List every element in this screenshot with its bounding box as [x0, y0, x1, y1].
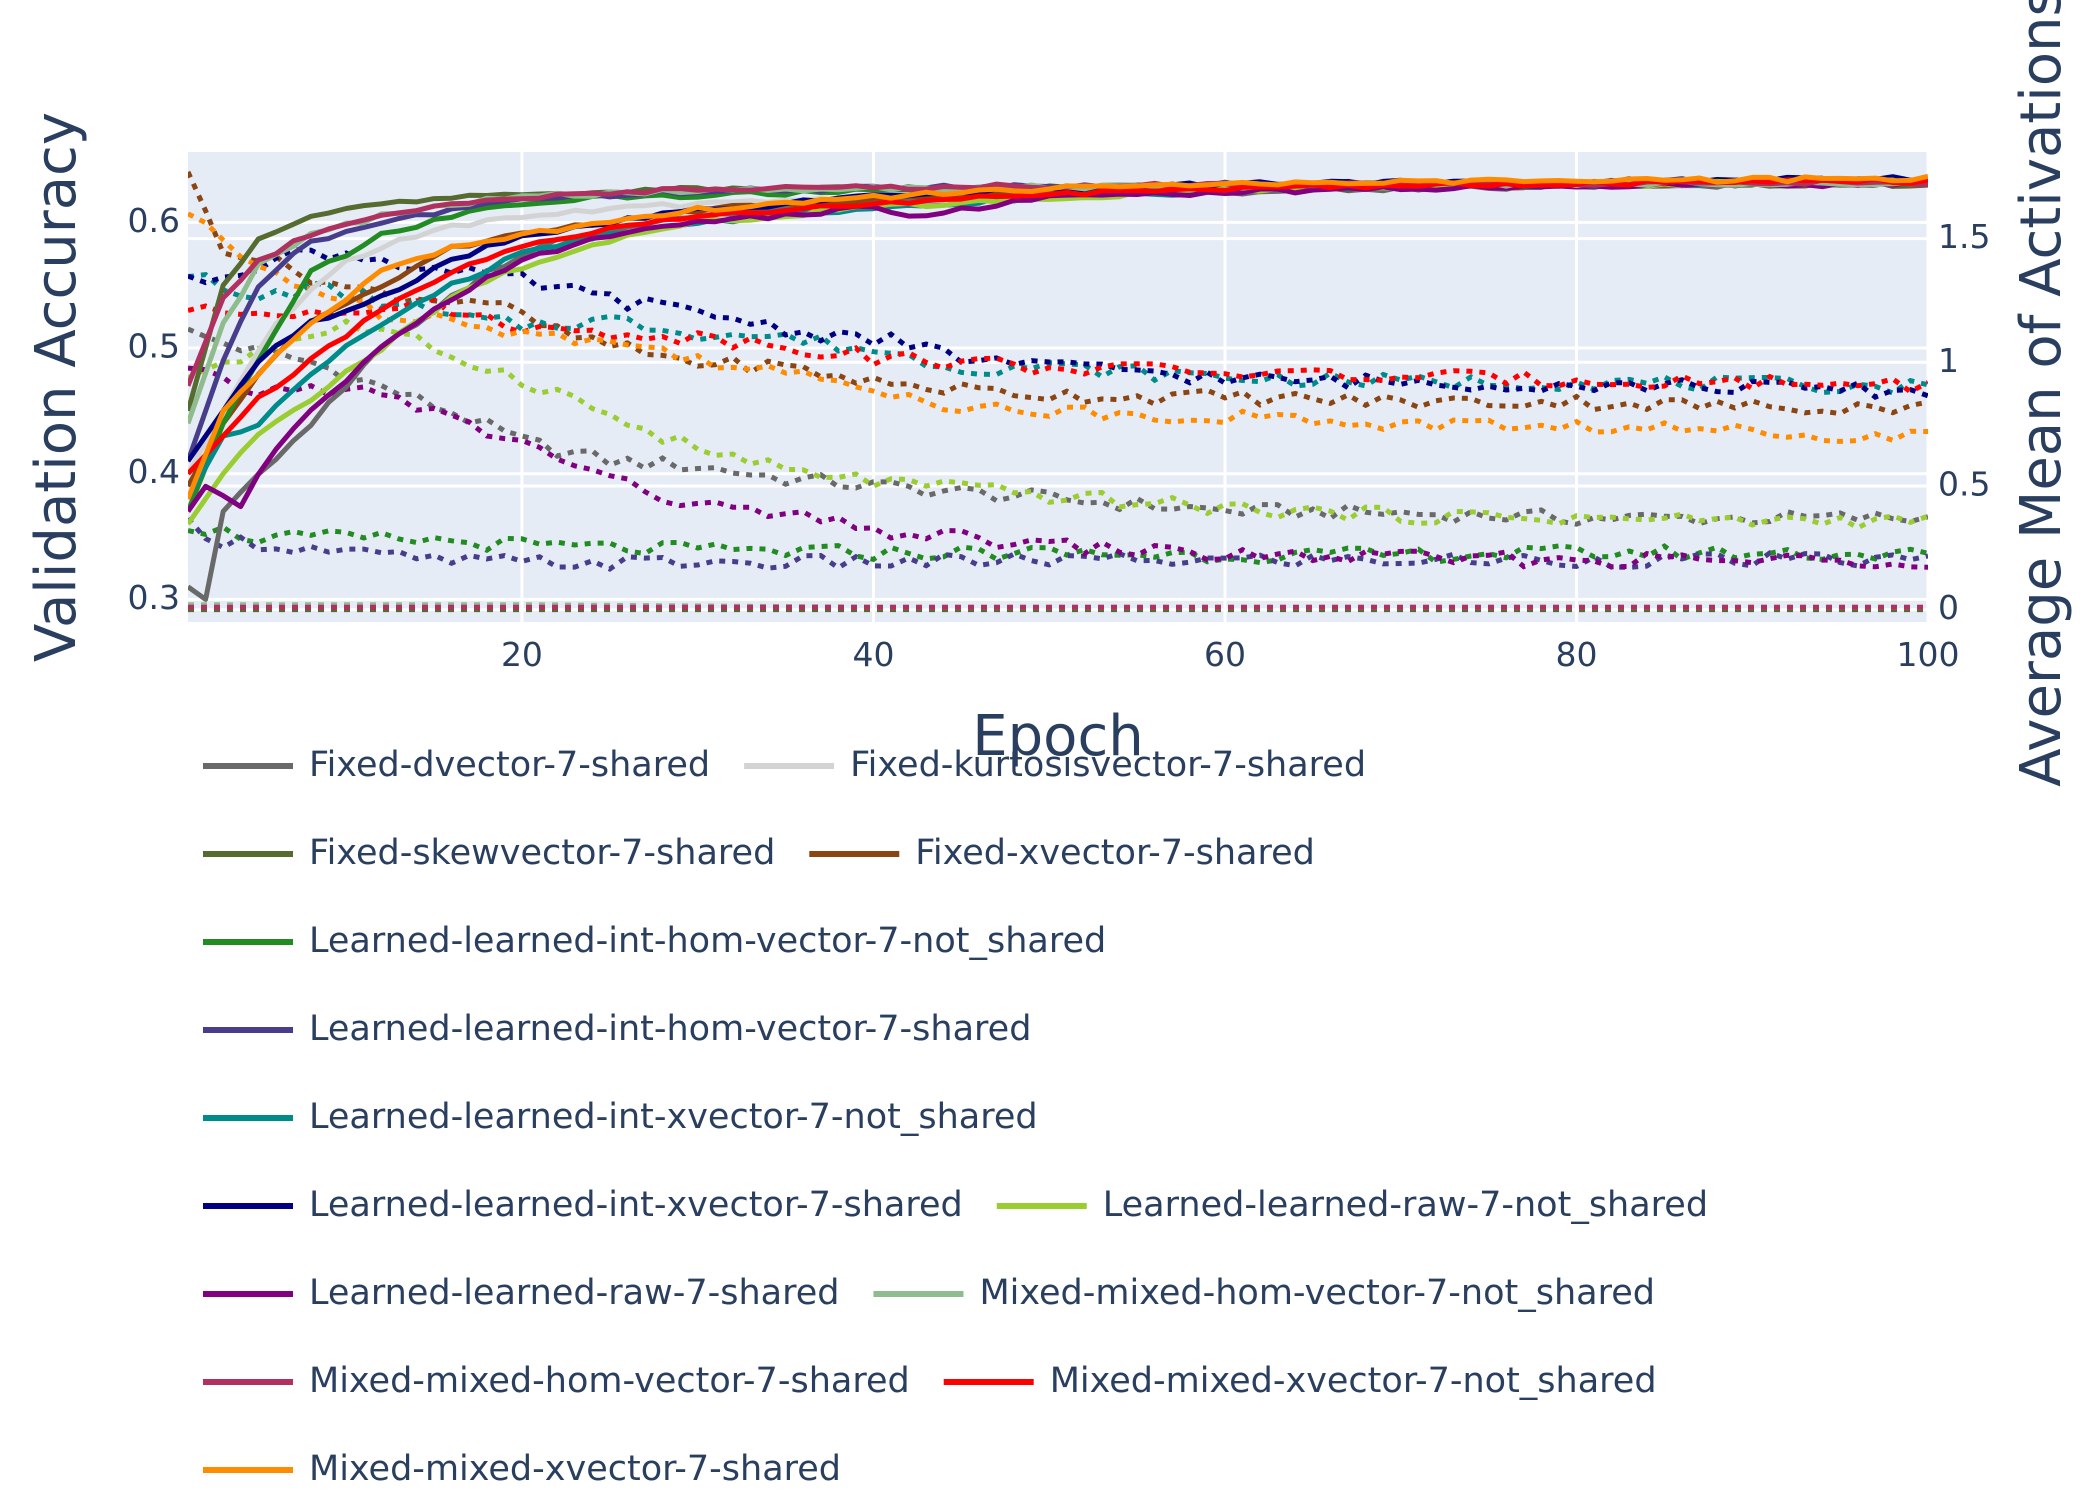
y2-tick-label: 1	[1938, 341, 1959, 380]
legend-label: Fixed-skewvector-7-shared	[309, 833, 775, 873]
legend-label: Mixed-mixed-hom-vector-7-not_shared	[979, 1273, 1655, 1313]
y2-axis-title: Average Mean of Activations	[2009, 0, 2074, 787]
legend-label: Learned-learned-int-xvector-7-shared	[309, 1185, 963, 1225]
legend-item[interactable]: Learned-learned-raw-7-shared	[203, 1273, 839, 1313]
legend-label: Fixed-dvector-7-shared	[309, 745, 710, 785]
legend-label: Fixed-kurtosisvector-7-shared	[850, 745, 1366, 785]
y-tick-label: 0.5	[128, 327, 180, 366]
legend-item[interactable]: Mixed-mixed-xvector-7-not_shared	[943, 1361, 1657, 1401]
accuracy-lines-layer	[188, 173, 1928, 602]
activation-series-line	[188, 170, 1928, 417]
legend-item[interactable]: Learned-learned-int-xvector-7-shared	[203, 1185, 963, 1225]
accuracy-series-line	[188, 173, 1928, 500]
y2-tick-label: 0.5	[1938, 464, 1990, 503]
legend-label: Fixed-xvector-7-shared	[915, 833, 1315, 873]
y-tick-label: 0.3	[128, 578, 180, 617]
y-tick-label: 0.6	[128, 201, 180, 240]
x-tick-label: 60	[1204, 635, 1246, 674]
legend: Fixed-dvector-7-shared Fixed-kurtosisvect…	[203, 745, 1708, 1489]
legend-item[interactable]: Learned-learned-int-hom-vector-7-shared	[203, 1009, 1031, 1049]
legend-item[interactable]: Mixed-mixed-hom-vector-7-shared	[203, 1361, 910, 1401]
legend-label: Learned-learned-raw-7-not_shared	[1103, 1185, 1708, 1225]
legend-label: Learned-learned-int-hom-vector-7-not_sha…	[309, 921, 1106, 961]
x-tick-label: 80	[1555, 635, 1597, 674]
y2-tick-label: 1.5	[1938, 217, 1990, 256]
activation-series-line	[188, 296, 1928, 395]
activation-lines-layer	[188, 170, 1928, 613]
activation-series-line	[188, 211, 1928, 444]
x-axis-title: Epoch	[972, 704, 1143, 769]
legend-label: Learned-learned-int-hom-vector-7-shared	[309, 1009, 1031, 1049]
legend-label: Mixed-mixed-xvector-7-shared	[309, 1449, 841, 1489]
legend-label: Learned-learned-int-xvector-7-not_shared	[309, 1097, 1038, 1137]
x-tick-label: 100	[1897, 635, 1960, 674]
legend-label: Mixed-mixed-xvector-7-not_shared	[1050, 1361, 1657, 1401]
y2-tick-label: 0	[1938, 588, 1959, 627]
tick-layer: 20 40 60 80 100 0.3 0.4 0.5 0.6 0 0.5 1 1.5	[128, 201, 1991, 674]
legend-item[interactable]: Fixed-dvector-7-shared	[203, 745, 710, 785]
activation-series-line	[188, 326, 1928, 527]
legend-item[interactable]: Mixed-mixed-xvector-7-shared	[203, 1449, 841, 1489]
legend-label: Learned-learned-raw-7-shared	[309, 1273, 839, 1313]
legend-item[interactable]: Fixed-xvector-7-shared	[809, 833, 1315, 873]
legend-item[interactable]: Mixed-mixed-hom-vector-7-not_shared	[873, 1273, 1655, 1313]
x-tick-label: 40	[852, 635, 894, 674]
legend-item[interactable]: Learned-learned-raw-7-not_shared	[996, 1185, 1708, 1225]
activation-series-line	[188, 516, 1928, 572]
accuracy-series-line	[188, 176, 1928, 476]
legend-label: Mixed-mixed-hom-vector-7-shared	[309, 1361, 910, 1401]
activation-series-line	[188, 318, 1928, 531]
x-tick-label: 20	[501, 635, 543, 674]
activation-series-line	[188, 524, 1928, 566]
legend-item[interactable]: Learned-learned-int-hom-vector-7-not_sha…	[203, 921, 1106, 961]
activation-series-line	[188, 247, 1928, 400]
legend-item[interactable]: Fixed-skewvector-7-shared	[203, 833, 775, 873]
activation-series-line	[188, 365, 1928, 570]
y-axis-title: Validation Accuracy	[24, 112, 89, 662]
y-tick-label: 0.4	[128, 452, 180, 491]
legend-item[interactable]: Fixed-kurtosisvector-7-shared	[744, 745, 1366, 785]
legend-item[interactable]: Learned-learned-int-xvector-7-not_shared	[203, 1097, 1038, 1137]
